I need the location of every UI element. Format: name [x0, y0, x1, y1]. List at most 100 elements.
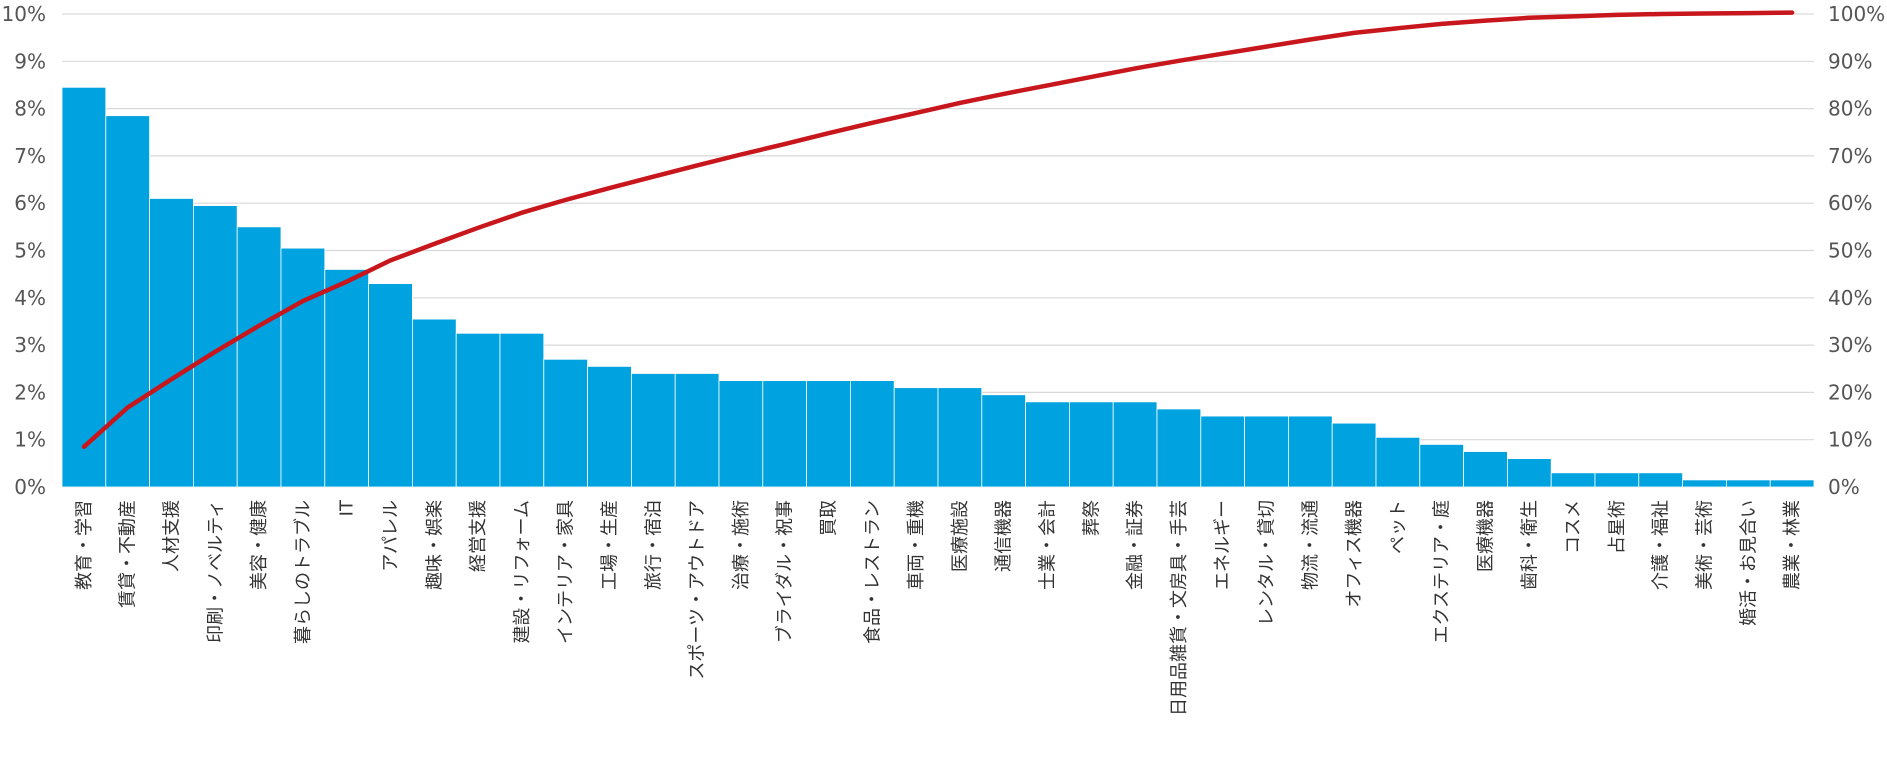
category-label: 賃貸・不動産: [118, 500, 139, 608]
category-label: エクステリア・庭: [1432, 500, 1453, 643]
bar: [1550, 472, 1596, 488]
bar: [1244, 415, 1289, 488]
left-tick-label: 0%: [14, 475, 46, 499]
bar: [455, 332, 501, 488]
bar: [1594, 472, 1640, 488]
category-label: IT: [337, 499, 358, 516]
left-tick-label: 3%: [14, 333, 46, 357]
bar: [1375, 436, 1421, 488]
cumulative-line: [81, 10, 1795, 450]
left-tick-label: 6%: [14, 191, 46, 215]
bar: [1200, 415, 1246, 488]
bar: [280, 247, 326, 488]
right-tick-label: 70%: [1828, 144, 1872, 168]
left-tick-label: 9%: [14, 49, 46, 73]
right-tick-label: 20%: [1828, 380, 1872, 404]
left-tick-label: 2%: [14, 380, 46, 404]
category-label: 葬祭: [1081, 500, 1102, 536]
category-label: 人材支援: [162, 500, 183, 572]
category-label: ペット: [1388, 500, 1409, 554]
bar: [1769, 479, 1815, 488]
bar: [587, 365, 632, 488]
category-label: 金融・証券: [1125, 500, 1146, 590]
category-label: 医療機器: [1476, 500, 1497, 572]
category-label: 食品・レストラン: [862, 500, 883, 644]
category-label: 農業・林業: [1782, 500, 1803, 590]
category-label: 医療施設: [950, 500, 971, 572]
bar: [631, 373, 676, 488]
category-label: スポーツ・アウトドア: [687, 500, 708, 680]
right-tick-label: 100%: [1828, 2, 1885, 26]
category-label: 日用品雑貨・文房具・手芸: [1169, 500, 1190, 716]
category-label: 車両・重機: [906, 500, 927, 590]
bar: [1463, 451, 1508, 488]
category-label: オフィス機器: [1344, 500, 1365, 608]
bar: [61, 86, 107, 488]
bar: [149, 198, 194, 488]
bar: [718, 380, 764, 488]
left-tick-label: 10%: [2, 2, 46, 26]
bar: [1331, 422, 1377, 488]
right-axis-ticks: 0% 10% 20% 30% 40% 50% 60% 70% 80% 90% 100%: [1828, 2, 1885, 499]
bar: [850, 380, 895, 488]
bar: [499, 332, 545, 488]
left-tick-label: 8%: [14, 97, 46, 121]
category-label: 士業・会計: [1038, 500, 1059, 590]
category-label: 暮らしのトラブル: [292, 500, 314, 644]
category-label: ブライダル・祝事: [774, 500, 796, 643]
bar: [1419, 444, 1465, 488]
bar: [368, 283, 413, 488]
category-label: アパレル: [381, 500, 402, 572]
bar: [1682, 479, 1727, 488]
bar-series: [61, 86, 1815, 488]
category-label: 印刷・ノベルティ: [205, 500, 226, 643]
bar: [1726, 479, 1771, 488]
right-tick-label: 0%: [1828, 475, 1860, 499]
bar: [937, 387, 983, 488]
left-tick-label: 4%: [14, 286, 46, 310]
bar: [1638, 472, 1684, 488]
right-tick-label: 50%: [1828, 239, 1872, 263]
bar: [192, 205, 238, 488]
bar: [1069, 401, 1114, 488]
bar: [674, 373, 720, 488]
right-tick-label: 30%: [1828, 333, 1872, 357]
category-label: 美容・健康: [249, 500, 270, 590]
bar: [324, 269, 369, 488]
category-label: 通信機器: [994, 500, 1015, 572]
category-label: エネルギー: [1213, 500, 1234, 590]
bar: [1112, 401, 1158, 488]
category-label: 教育・学習: [74, 500, 95, 590]
category-labels: 教育・学習 賃貸・不動産 人材支援 印刷・ノベルティ 美容・健康 暮らしのトラブル IT アパ…: [74, 499, 1803, 716]
bar: [1025, 401, 1070, 488]
bar: [1507, 458, 1552, 488]
category-label: 経営支援: [468, 500, 489, 572]
bar: [236, 226, 282, 488]
bar: [1288, 415, 1333, 488]
category-label: 買取: [819, 500, 840, 536]
left-tick-label: 1%: [14, 428, 46, 452]
bar: [981, 394, 1026, 488]
category-label: レンタル・貸切: [1257, 500, 1278, 626]
bar: [1156, 408, 1202, 488]
category-label: 美術・芸術: [1695, 500, 1716, 590]
category-label: 治療・施術: [731, 500, 752, 590]
bar: [893, 387, 939, 488]
category-label: 歯科・衛生: [1519, 500, 1540, 590]
right-tick-label: 10%: [1828, 428, 1872, 452]
category-label: 工場・生産: [600, 500, 621, 590]
left-axis-ticks: 0% 1% 2% 3% 4% 5% 6% 7% 8% 9% 10%: [2, 2, 46, 499]
bar: [806, 380, 851, 488]
right-tick-label: 60%: [1828, 191, 1872, 215]
bar: [411, 318, 457, 488]
category-label: 物流・流通: [1300, 500, 1321, 590]
left-tick-label: 7%: [14, 144, 46, 168]
category-label: 占星術: [1607, 500, 1628, 554]
bar: [105, 115, 151, 488]
right-tick-label: 90%: [1828, 49, 1872, 73]
category-label: 建設・リフォーム: [512, 500, 533, 643]
bar: [762, 380, 807, 488]
category-label: コスメ: [1563, 500, 1584, 554]
category-label: 趣味・娯楽: [424, 500, 445, 590]
